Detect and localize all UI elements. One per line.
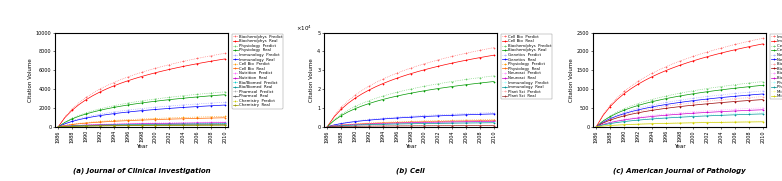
Title: (c) American Journal of Pathology: (c) American Journal of Pathology: [613, 168, 746, 174]
Legend: Cell Bio  Predict, Cell Bio  Real, Biochem/phys  Predict, Biochem/phys  Real, Ge: Cell Bio Predict, Cell Bio Real, Biochem…: [501, 34, 552, 100]
Legend: Biochem/phys  Predict, Biochem/phys  Real, Physiology  Predict, Physiology  Real: Biochem/phys Predict, Biochem/phys Real,…: [232, 34, 283, 109]
X-axis label: Year: Year: [674, 144, 685, 149]
X-axis label: Year: Year: [405, 144, 416, 149]
Text: $\times 10^4$: $\times 10^4$: [296, 24, 312, 33]
Title: (b) Cell: (b) Cell: [396, 168, 425, 174]
X-axis label: Year: Year: [136, 144, 147, 149]
Y-axis label: Citation Volume: Citation Volume: [28, 58, 33, 102]
Title: (a) Journal of Clinical Investigation: (a) Journal of Clinical Investigation: [73, 168, 210, 174]
Y-axis label: Citation Volume: Citation Volume: [569, 58, 574, 102]
Legend: Immunology  Predict, Immunology  Real, Cell Bio  Predict, Cell Bio  Real, Neuros: Immunology Predict, Immunology Real, Cel…: [770, 34, 782, 100]
Y-axis label: Citation Volume: Citation Volume: [310, 58, 314, 102]
